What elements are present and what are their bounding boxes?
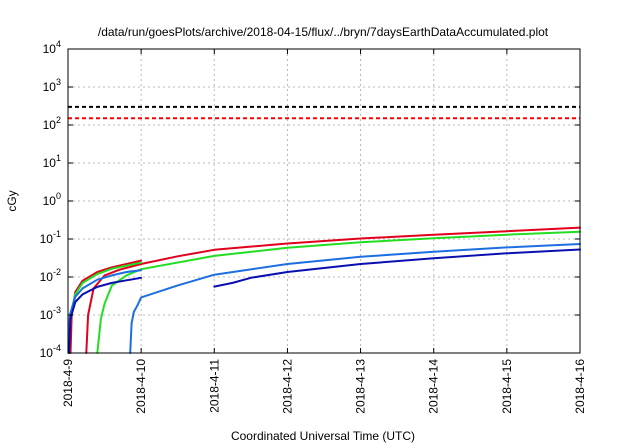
series-line	[68, 276, 143, 354]
y-tick-label: 100	[43, 191, 61, 208]
series-line	[67, 269, 143, 354]
y-tick-label: 101	[43, 153, 61, 170]
x-tick-label: 2018-4-12	[280, 359, 294, 414]
y-tick-label: 10-4	[40, 343, 61, 360]
x-tick-label: 2018-4-14	[427, 359, 441, 414]
y-axis: 10-4 10-3 10-2 10-1 100 101 102 103 104	[40, 39, 580, 360]
x-axis: 2018-4-9 2018-4-10 2018-4-11 2018-4-12 2018-…	[61, 49, 587, 414]
y-tick-label: 103	[43, 77, 61, 94]
x-tick-label: 2018-4-15	[500, 359, 514, 414]
series-line	[213, 248, 581, 288]
chart-title: /data/run/goesPlots/archive/2018-04-15/f…	[98, 25, 549, 39]
y-axis-label: cGy	[5, 190, 19, 211]
series-line	[96, 230, 581, 354]
reference-lines	[68, 105, 580, 120]
x-tick-label: 2018-4-9	[61, 359, 75, 407]
x-tick-label: 2018-4-10	[134, 359, 148, 414]
y-tick-label: 10-1	[40, 229, 61, 246]
x-tick-label: 2018-4-16	[573, 359, 587, 414]
series-line	[129, 243, 581, 354]
y-tick-label: 10-2	[40, 267, 61, 284]
y-tick-label: 10-3	[40, 305, 61, 322]
grid	[68, 49, 580, 353]
series-lines	[67, 226, 581, 354]
y-tick-label: 104	[43, 39, 61, 56]
x-tick-label: 2018-4-13	[354, 359, 368, 414]
y-tick-label: 102	[43, 115, 61, 132]
x-axis-label: Coordinated Universal Time (UTC)	[231, 429, 415, 443]
x-tick-label: 2018-4-11	[207, 359, 221, 413]
